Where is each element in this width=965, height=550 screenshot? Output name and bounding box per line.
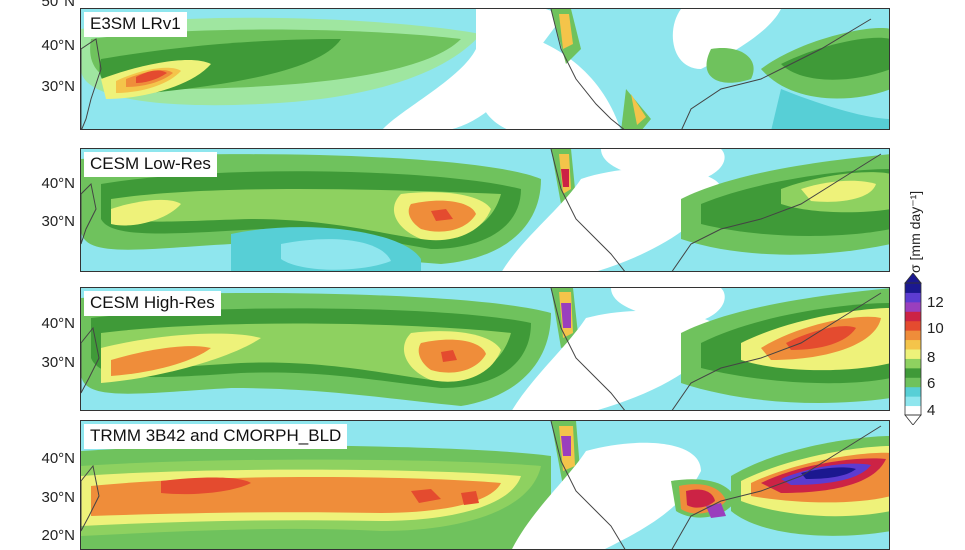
colorbar-segment bbox=[905, 349, 921, 359]
colorbar-segment bbox=[905, 283, 921, 293]
precip-map bbox=[81, 288, 889, 410]
lat-tick: 30°N bbox=[41, 489, 75, 506]
map-panel-cesm-high: CESM High-Res bbox=[80, 287, 890, 411]
colorbar-segment bbox=[905, 358, 921, 369]
colorbar bbox=[904, 273, 922, 425]
colorbar-segment bbox=[905, 367, 921, 378]
precip-map bbox=[81, 421, 889, 549]
colorbar-segment bbox=[905, 330, 921, 341]
lat-tick: 30°N bbox=[41, 213, 75, 230]
lat-tick: 40°N bbox=[41, 175, 75, 192]
colorbar-segment bbox=[905, 377, 921, 388]
colorbar-segment bbox=[905, 301, 921, 312]
precip-map bbox=[81, 149, 889, 271]
panel-title: TRMM 3B42 and CMORPH_BLD bbox=[84, 424, 348, 449]
colorbar-max-arrow bbox=[904, 273, 922, 284]
colorbar-tick: 8 bbox=[927, 349, 936, 366]
colorbar-tick: 4 bbox=[927, 402, 936, 419]
colorbar-segment bbox=[905, 320, 921, 331]
precip-map bbox=[81, 9, 889, 129]
colorbar-tick: 12 bbox=[927, 294, 944, 311]
colorbar-tick: 10 bbox=[927, 320, 944, 337]
colorbar-tick: 6 bbox=[927, 375, 936, 392]
panel-title: E3SM LRv1 bbox=[84, 12, 187, 37]
colorbar-segment bbox=[905, 386, 921, 397]
colorbar-segment bbox=[905, 292, 921, 303]
colorbar-title: σ [mm day⁻¹] bbox=[905, 145, 929, 275]
colorbar-segment bbox=[905, 311, 921, 322]
map-panel-e3sm: E3SM LRv1 bbox=[80, 8, 890, 130]
colorbar-min-arrow bbox=[904, 414, 922, 425]
lat-tick: 20°N bbox=[41, 527, 75, 544]
colorbar-segment bbox=[905, 396, 921, 407]
lat-tick: 30°N bbox=[41, 354, 75, 371]
lat-tick: 40°N bbox=[41, 315, 75, 332]
panel-title: CESM High-Res bbox=[84, 291, 221, 316]
panel-title: CESM Low-Res bbox=[84, 152, 217, 177]
map-panel-cesm-low: CESM Low-Res bbox=[80, 148, 890, 272]
colorbar-frame bbox=[904, 282, 922, 416]
lat-tick: 30°N bbox=[41, 78, 75, 95]
lat-tick: 50°N bbox=[41, 0, 75, 10]
colorbar-segment bbox=[905, 405, 921, 416]
lat-tick: 40°N bbox=[41, 450, 75, 467]
lat-tick: 40°N bbox=[41, 37, 75, 54]
colorbar-segment bbox=[905, 339, 921, 350]
map-panel-trmm: TRMM 3B42 and CMORPH_BLD bbox=[80, 420, 890, 550]
colorbar-title-text: σ [mm day⁻¹] bbox=[907, 190, 923, 273]
